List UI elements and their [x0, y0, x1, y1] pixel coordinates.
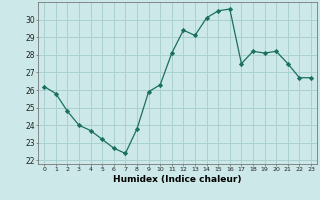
X-axis label: Humidex (Indice chaleur): Humidex (Indice chaleur) — [113, 175, 242, 184]
